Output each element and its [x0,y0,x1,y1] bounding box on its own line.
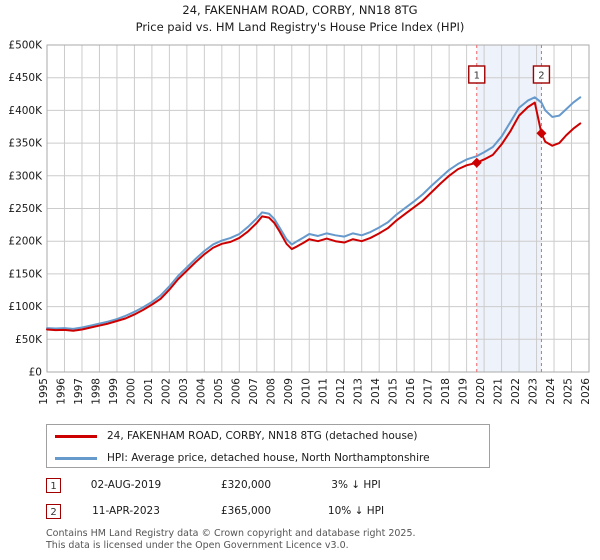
svg-text:2003: 2003 [178,378,190,405]
svg-text:£400K: £400K [8,105,43,117]
svg-text:£500K: £500K [8,40,43,52]
transaction-date: 02-AUG-2019 [90,479,162,491]
svg-text:£250K: £250K [8,203,43,215]
chart-svg: £0 £50K £100K £150K £200K £250K £300K £350K £400… [8,40,592,405]
svg-text:2007: 2007 [248,378,260,405]
svg-text:1996: 1996 [55,378,67,405]
price-hpi-chart: £0 £50K £100K £150K £200K £250K £300K £350K £400… [0,36,600,418]
transaction-hpi-delta: 3% ↓ HPI [331,479,381,491]
svg-text:2018: 2018 [440,378,452,405]
svg-text:£300K: £300K [8,170,43,182]
svg-text:1: 1 [474,71,480,82]
svg-text:2001: 2001 [143,378,155,405]
svg-text:2005: 2005 [213,378,225,405]
svg-text:2022: 2022 [510,378,522,405]
title-line-2: Price paid vs. HM Land Registry's House … [135,20,465,34]
svg-text:2008: 2008 [265,378,277,405]
svg-text:2002: 2002 [160,378,172,405]
legend-swatch-hpi [55,456,97,460]
svg-text:£200K: £200K [8,236,43,248]
transactions-table: 1 02-AUG-2019 £320,000 3% ↓ HPI 2 11-APR… [46,472,496,524]
svg-text:2023: 2023 [528,378,540,405]
svg-text:2021: 2021 [493,378,505,405]
footer-line-1: Contains HM Land Registry data © Crown c… [46,528,416,539]
footer-line-2: This data is licensed under the Open Gov… [46,539,349,551]
svg-text:£50K: £50K [15,334,43,346]
svg-text:2019: 2019 [458,378,470,405]
transaction-index-badge: 2 [46,503,61,519]
svg-text:2014: 2014 [370,378,382,405]
svg-text:2011: 2011 [318,378,330,405]
svg-text:2000: 2000 [125,378,137,405]
legend-item-price-paid: 24, FAKENHAM ROAD, CORBY, NN18 8TG (deta… [47,425,489,447]
legend-swatch-price-paid [55,434,97,438]
footer-attribution: Contains HM Land Registry data © Crown c… [46,528,586,551]
svg-text:1998: 1998 [90,378,102,405]
table-row[interactable]: 1 02-AUG-2019 £320,000 3% ↓ HPI [46,472,496,498]
svg-text:2017: 2017 [423,378,435,405]
legend-item-hpi: HPI: Average price, detached house, Nort… [47,447,489,469]
svg-text:1995: 1995 [38,378,50,405]
svg-text:2016: 2016 [405,378,417,405]
svg-text:2009: 2009 [283,378,295,405]
svg-text:£100K: £100K [8,301,43,313]
chart-legend: 24, FAKENHAM ROAD, CORBY, NN18 8TG (deta… [46,424,490,468]
svg-text:2015: 2015 [388,378,400,405]
legend-label-hpi: HPI: Average price, detached house, Nort… [107,452,430,464]
svg-text:2026: 2026 [580,378,592,405]
svg-text:2: 2 [538,71,544,82]
table-row[interactable]: 2 11-APR-2023 £365,000 10% ↓ HPI [46,498,496,524]
transaction-price: £365,000 [220,505,272,517]
transaction-price: £320,000 [220,479,272,491]
page-title: 24, FAKENHAM ROAD, CORBY, NN18 8TG Price… [0,2,600,36]
svg-text:2024: 2024 [545,378,557,405]
svg-text:1997: 1997 [73,378,85,405]
legend-label-price-paid: 24, FAKENHAM ROAD, CORBY, NN18 8TG (deta… [107,430,418,442]
transaction-hpi-delta: 10% ↓ HPI [327,505,385,517]
svg-text:£350K: £350K [8,138,43,150]
svg-text:2012: 2012 [335,378,347,405]
svg-text:2006: 2006 [230,378,242,405]
svg-text:2004: 2004 [195,378,207,405]
svg-text:2025: 2025 [563,378,575,405]
title-line-1: 24, FAKENHAM ROAD, CORBY, NN18 8TG [182,3,418,17]
svg-text:£450K: £450K [8,72,43,84]
transaction-index-badge: 1 [46,477,61,493]
svg-text:1999: 1999 [108,378,120,405]
transaction-date: 11-APR-2023 [92,505,160,517]
svg-text:2020: 2020 [475,378,487,405]
svg-text:£150K: £150K [8,268,43,280]
svg-text:2013: 2013 [353,378,365,405]
svg-text:2010: 2010 [300,378,312,405]
svg-text:£0: £0 [29,367,42,379]
